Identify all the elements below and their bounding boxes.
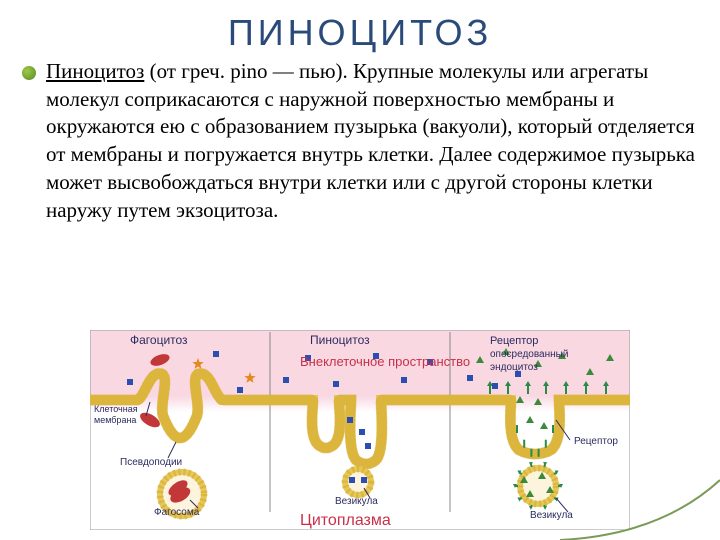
bullet-icon bbox=[22, 66, 36, 80]
slide-title: ПИНОЦИТОЗ bbox=[0, 0, 720, 58]
svg-text:Рецептор: Рецептор bbox=[490, 335, 538, 347]
content-block: Пиноцитоз (от греч. pino — пью). Крупные… bbox=[0, 58, 720, 224]
body-paragraph: Пиноцитоз (от греч. pino — пью). Крупные… bbox=[46, 58, 698, 224]
svg-text:Цитоплазма: Цитоплазма bbox=[300, 512, 391, 529]
svg-text:Клеточная: Клеточная bbox=[94, 404, 138, 414]
svg-text:опосредованный: опосредованный bbox=[490, 349, 568, 360]
svg-text:Псевдоподии: Псевдоподии bbox=[120, 457, 182, 468]
svg-text:Фагосома: Фагосома bbox=[154, 507, 200, 518]
svg-text:Фагоцитоз: Фагоцитоз bbox=[130, 333, 188, 347]
endocytosis-diagram: Фагоцитоз Пиноцитоз Рецептор опосредованный… bbox=[90, 330, 630, 530]
svg-text:Рецептор: Рецептор bbox=[574, 436, 618, 447]
svg-text:Пиноцитоз: Пиноцитоз bbox=[310, 333, 370, 347]
svg-text:эндоцитоз: эндоцитоз bbox=[490, 362, 538, 373]
svg-text:Внеклеточное пространство: Внеклеточное пространство bbox=[300, 354, 470, 369]
term-pinocytosis: Пиноцитоз bbox=[46, 59, 144, 83]
svg-text:Везикула: Везикула bbox=[530, 510, 573, 521]
svg-text:мембрана: мембрана bbox=[94, 415, 136, 425]
svg-text:Везикула: Везикула bbox=[335, 496, 378, 507]
body-text: (от греч. pino — пью). Крупные молекулы … bbox=[46, 59, 695, 222]
